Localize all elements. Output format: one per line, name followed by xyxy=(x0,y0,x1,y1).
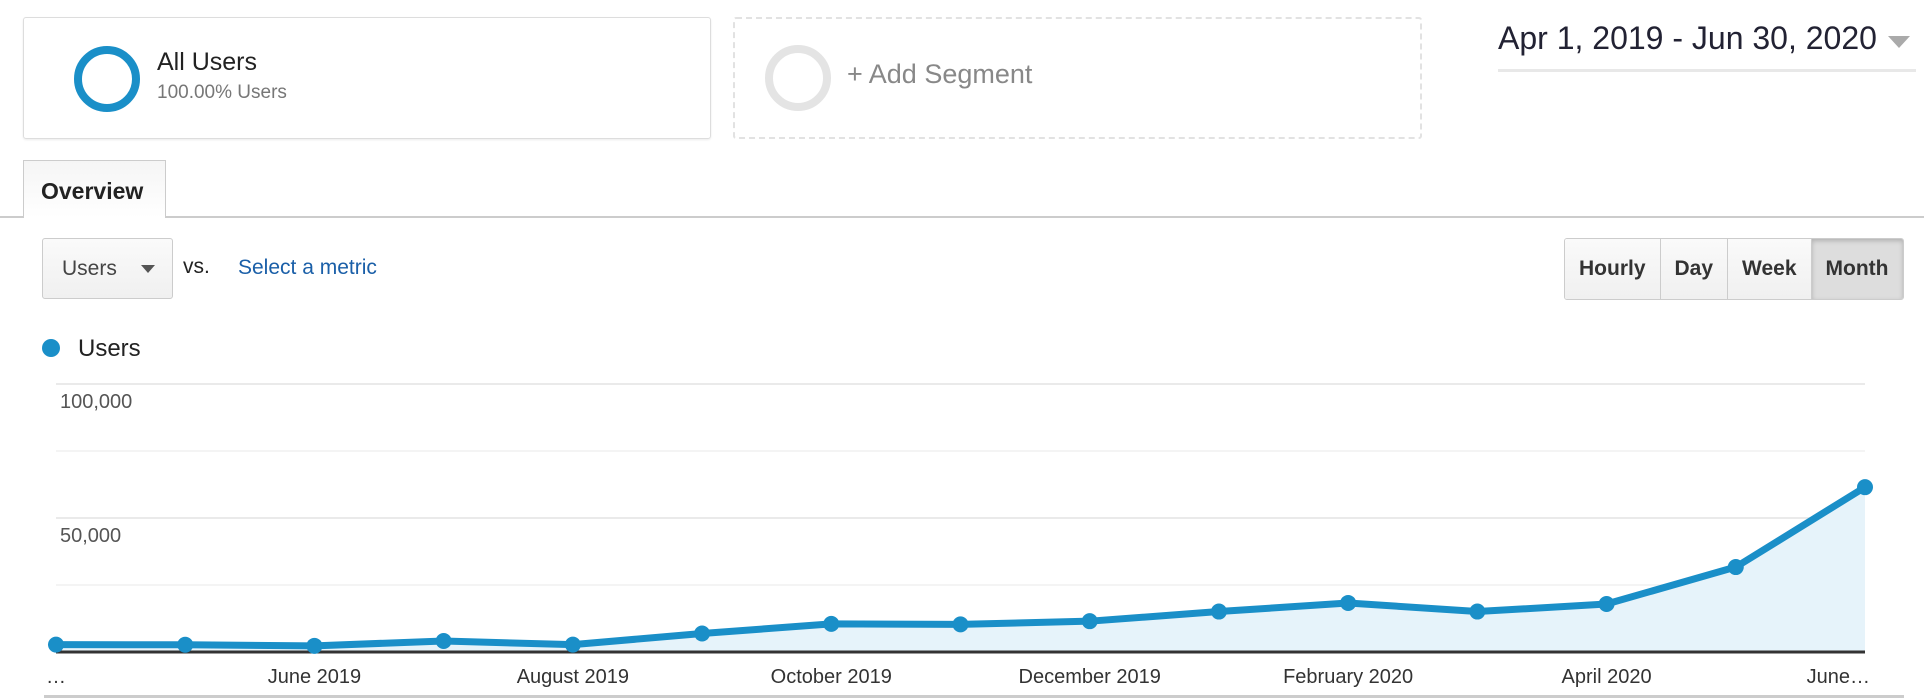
metric-select[interactable]: Users xyxy=(42,238,173,299)
chart-scrollbar[interactable] xyxy=(44,695,1904,698)
data-point xyxy=(823,615,840,632)
x-tick-label: April 2020 xyxy=(1562,666,1652,688)
segment-subtitle: 100.00% Users xyxy=(157,82,287,103)
granularity-toggle: Hourly Day Week Month xyxy=(1564,238,1904,300)
area-fill xyxy=(56,487,1865,652)
vs-label: vs. xyxy=(183,255,210,278)
x-tick-label: August 2019 xyxy=(517,666,629,688)
data-point xyxy=(1081,613,1098,630)
select-metric-link[interactable]: Select a metric xyxy=(238,256,377,279)
x-tick-label: June 2019 xyxy=(268,666,361,688)
legend-label: Users xyxy=(78,335,141,362)
x-tick-label: December 2019 xyxy=(1019,666,1161,688)
y-tick-label: 50,000 xyxy=(60,525,121,547)
data-point xyxy=(1857,479,1873,496)
data-point xyxy=(564,636,581,653)
data-point xyxy=(177,636,194,653)
data-point xyxy=(694,625,711,642)
segment-ring-icon xyxy=(74,46,140,112)
data-point xyxy=(1469,603,1486,620)
granularity-hourly[interactable]: Hourly xyxy=(1565,239,1661,299)
date-range-label: Apr 1, 2019 - Jun 30, 2020 xyxy=(1498,20,1877,56)
granularity-month[interactable]: Month xyxy=(1811,239,1903,299)
tab-divider xyxy=(0,216,1924,218)
metric-select-value: Users xyxy=(62,257,117,280)
data-point xyxy=(1340,594,1357,611)
chart-legend: Users xyxy=(42,335,141,363)
data-point xyxy=(306,637,323,654)
data-point xyxy=(435,633,452,650)
granularity-day[interactable]: Day xyxy=(1660,239,1729,299)
chevron-down-icon xyxy=(1888,36,1910,48)
add-segment-button[interactable]: + Add Segment xyxy=(733,17,1422,139)
y-tick-label: 100,000 xyxy=(60,391,132,413)
date-range-picker[interactable]: Apr 1, 2019 - Jun 30, 2020 xyxy=(1498,20,1916,72)
granularity-week[interactable]: Week xyxy=(1728,239,1812,299)
data-point xyxy=(48,636,64,653)
x-tick-label: October 2019 xyxy=(771,666,892,688)
chevron-down-icon xyxy=(141,265,155,273)
segment-title: All Users xyxy=(157,48,258,76)
x-tick-label: June… xyxy=(1807,666,1870,688)
data-point xyxy=(1598,596,1615,613)
x-tick-label: … xyxy=(46,666,66,688)
data-point xyxy=(952,616,969,633)
empty-segment-ring-icon xyxy=(765,45,831,111)
x-tick-label: February 2020 xyxy=(1283,666,1413,688)
data-point xyxy=(1210,603,1227,620)
legend-dot-icon xyxy=(42,339,60,357)
add-segment-label: + Add Segment xyxy=(847,59,1033,89)
data-point xyxy=(1727,559,1744,576)
tab-overview[interactable]: Overview xyxy=(23,160,166,218)
segment-all-users[interactable]: All Users 100.00% Users xyxy=(23,17,711,139)
